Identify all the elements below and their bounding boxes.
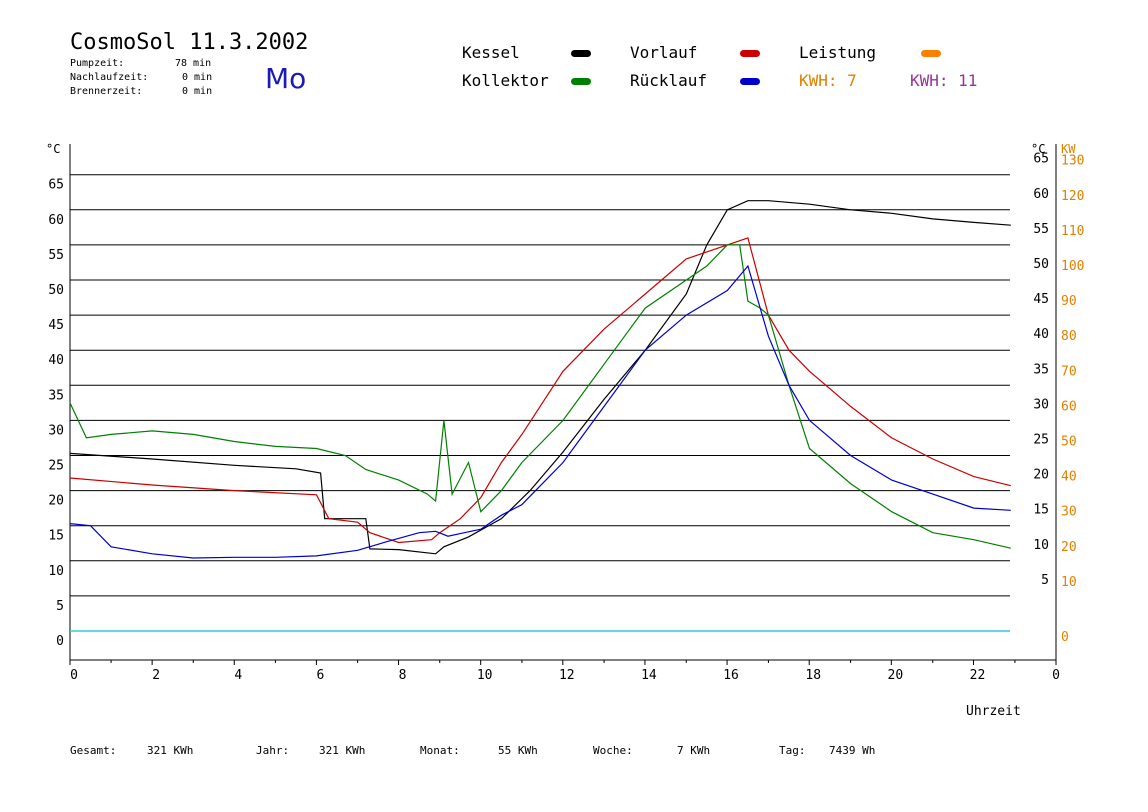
legend-vorlauf-swatch [740,50,760,57]
series-line-rcklauf [69,264,1011,559]
legend-leistung-label: Leistung [799,43,877,62]
y-right-power-tick-label: 120 [1061,189,1084,204]
y-right-temp-tick-label: 15 [1033,503,1049,518]
y-right-temp-tick-label: 35 [1033,362,1049,377]
series-line-kollektor [69,244,1011,549]
y-left-tick-label: 15 [48,529,64,544]
x-tick-label: 8 [399,668,407,683]
stat-value: 0 min [182,72,213,83]
y-right-power-tick-label: 30 [1061,505,1077,520]
y-left-tick-label: 50 [48,283,64,298]
x-tick-label: 22 [970,668,986,683]
y-right-power-tick-label: 0 [1061,630,1069,645]
legend-ruecklauf-label: Rücklauf [630,71,708,90]
x-tick-label: 6 [316,668,324,683]
y-right-temp-unit: °C [1031,142,1045,156]
series-line-vorlauf [69,237,1011,544]
stat-label: Nachlaufzeit: [70,72,149,83]
x-tick-label: 12 [559,668,575,683]
y-right-power-tick-label: 50 [1061,435,1077,450]
y-left-tick-label: 30 [48,423,64,438]
y-right-power-tick-label: 90 [1061,294,1077,309]
footer-value: 55 KWh [498,744,538,757]
x-tick-label: 14 [641,668,657,683]
x-tick-label: 16 [723,668,739,683]
legend-kessel-label: Kessel [462,43,520,62]
x-tick-label: 18 [805,668,821,683]
y-right-power-tick-label: 20 [1061,540,1077,555]
x-tick-label: 0 [1052,668,1060,683]
y-left-tick-label: 40 [48,353,64,368]
chart-title: CosmoSol 11.3.2002 [70,30,309,55]
footer-label: Gesamt: [70,744,117,757]
y-left-tick-label: 0 [56,634,64,649]
y-right-power-unit: KW [1061,142,1076,156]
x-tick-label: 10 [477,668,493,683]
legend-kwh1-label: KWH: 7 [799,71,857,90]
y-left-unit: °C [46,142,60,156]
legend-kessel-swatch [571,50,591,57]
y-right-power-tick-label: 10 [1061,575,1077,590]
x-tick-label: 2 [152,668,160,683]
stat-label: Pumpzeit: [70,58,125,69]
x-axis-label: Uhrzeit [966,704,1021,719]
y-right-temp-tick-label: 40 [1033,327,1049,342]
y-right-power-tick-label: 60 [1061,399,1077,414]
y-left-tick-label: 5 [56,599,64,614]
footer-label: Jahr: [256,744,290,757]
y-right-temp-tick-label: 20 [1033,468,1049,483]
legend-kollektor-label: Kollektor [462,71,549,90]
y-right-temp-tick-label: 50 [1033,257,1049,272]
legend-vorlauf-label: Vorlauf [630,43,698,62]
y-right-temp-tick-label: 60 [1033,187,1049,202]
y-right-temp-tick-label: 65 [1033,152,1049,167]
footer-value: 7439 Wh [829,744,876,757]
y-left-tick-label: 35 [48,388,64,403]
y-right-temp-tick-label: 55 [1033,222,1049,237]
footer-value: 321 KWh [319,744,366,757]
stat-label: Brennerzeit: [70,86,143,97]
y-right-power-tick-label: 80 [1061,329,1077,344]
y-left-tick-label: 20 [48,494,64,509]
y-left-tick-label: 10 [48,564,64,579]
stat-value: 0 min [182,86,213,97]
legend-kwh2-label: KWH: 11 [910,71,978,90]
y-right-power-tick-label: 40 [1061,470,1077,485]
y-left-tick-label: 25 [48,459,64,474]
y-right-temp-tick-label: 25 [1033,433,1049,448]
y-right-power-tick-label: 100 [1061,259,1084,274]
y-right-temp-tick-label: 30 [1033,397,1049,412]
y-right-power-tick-label: 130 [1061,154,1084,169]
y-right-temp-tick-label: 45 [1033,292,1049,307]
legend-leistung-swatch [921,50,941,57]
weekday-label: Mo [265,62,307,95]
y-right-power-tick-label: 110 [1061,224,1084,239]
x-tick-label: 4 [234,668,242,683]
footer-value: 321 KWh [147,744,194,757]
legend-kollektor-swatch [571,78,591,85]
x-tick-label: 20 [888,668,904,683]
y-left-tick-label: 60 [48,213,64,228]
y-left-tick-label: 65 [48,178,64,193]
stat-value: 78 min [175,58,212,69]
series-line-kessel [69,200,1011,555]
y-left-tick-label: 45 [48,318,64,333]
footer-label: Monat: [420,744,460,757]
legend-ruecklauf-swatch [740,78,760,85]
footer-label: Woche: [593,744,633,757]
y-right-temp-tick-label: 10 [1033,538,1049,553]
footer-value: 7 KWh [677,744,711,757]
y-right-power-tick-label: 70 [1061,364,1077,379]
y-right-temp-tick-label: 5 [1041,573,1049,588]
footer-label: Tag: [779,744,806,757]
x-tick-label: 0 [70,668,78,683]
y-left-tick-label: 55 [48,248,64,263]
